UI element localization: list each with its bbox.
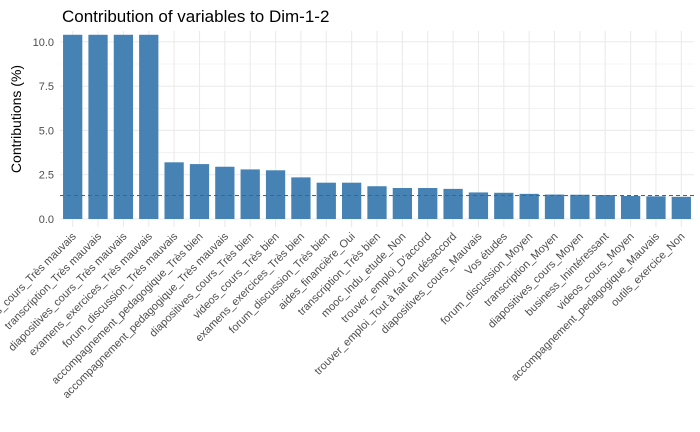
bar	[63, 34, 83, 220]
bar	[316, 182, 336, 219]
bar	[265, 170, 286, 219]
bar	[646, 196, 666, 219]
bar	[595, 195, 615, 219]
y-tick-label: 0.0	[39, 214, 54, 226]
bar	[570, 194, 590, 219]
bar	[88, 34, 108, 220]
bar	[494, 192, 514, 219]
bar	[215, 166, 235, 219]
x-axis-ticks: videos_cours_Très mauvaistranscription_T…	[0, 230, 687, 401]
bar	[291, 177, 311, 219]
bar	[240, 169, 260, 219]
bar	[189, 164, 210, 219]
y-tick-label: 2.5	[39, 170, 54, 182]
bar	[468, 192, 489, 219]
bar	[367, 186, 387, 219]
y-tick-label: 5.0	[39, 125, 54, 137]
y-axis-ticks: 0.0 2.5 5.0 7.5 10.0	[33, 37, 54, 226]
bar	[544, 194, 565, 219]
y-axis-title: Contributions (%)	[8, 65, 24, 173]
bar	[671, 196, 691, 219]
bar	[392, 188, 412, 219]
bar	[519, 193, 539, 219]
y-tick-label: 10.0	[33, 37, 54, 49]
y-tick-label: 7.5	[39, 81, 54, 93]
bar	[418, 188, 438, 219]
bar	[620, 195, 641, 219]
chart-title: Contribution of variables to Dim-1-2	[62, 7, 329, 26]
bar	[342, 182, 362, 219]
bar	[139, 34, 159, 220]
bars	[63, 34, 691, 220]
bar	[443, 188, 463, 219]
bar	[113, 34, 134, 220]
bar	[164, 162, 184, 219]
